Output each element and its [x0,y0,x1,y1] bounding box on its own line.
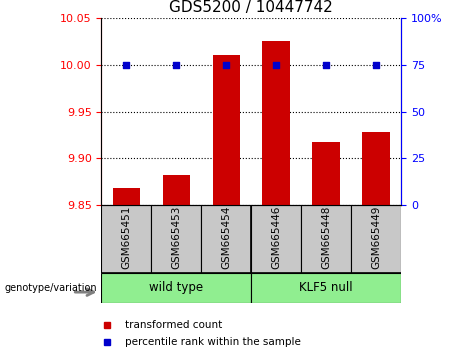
Point [372,62,380,67]
Bar [101,273,251,303]
Bar [251,273,401,303]
Text: genotype/variation: genotype/variation [5,282,97,293]
Text: transformed count: transformed count [125,320,223,330]
Text: GSM665451: GSM665451 [121,206,131,269]
Text: GSM665448: GSM665448 [321,206,331,269]
Text: percentile rank within the sample: percentile rank within the sample [125,337,301,347]
Text: KLF5 null: KLF5 null [299,281,353,294]
Bar [213,55,240,205]
Bar [201,205,251,273]
Bar [112,188,140,205]
Bar [313,142,340,205]
Text: wild type: wild type [149,281,203,294]
Title: GDS5200 / 10447742: GDS5200 / 10447742 [169,0,333,15]
Bar [362,132,390,205]
Bar [251,205,301,273]
Bar [151,205,201,273]
Text: GSM665446: GSM665446 [271,206,281,269]
Text: GSM665449: GSM665449 [371,206,381,269]
Point [272,62,280,67]
Text: GSM665454: GSM665454 [221,206,231,269]
Bar [163,175,190,205]
Point [223,62,230,67]
Bar [262,41,290,205]
Bar [301,205,351,273]
Point [123,62,130,67]
Bar [351,205,401,273]
Text: GSM665453: GSM665453 [171,206,181,269]
Bar [101,205,151,273]
Point [322,62,330,67]
Point [172,62,180,67]
